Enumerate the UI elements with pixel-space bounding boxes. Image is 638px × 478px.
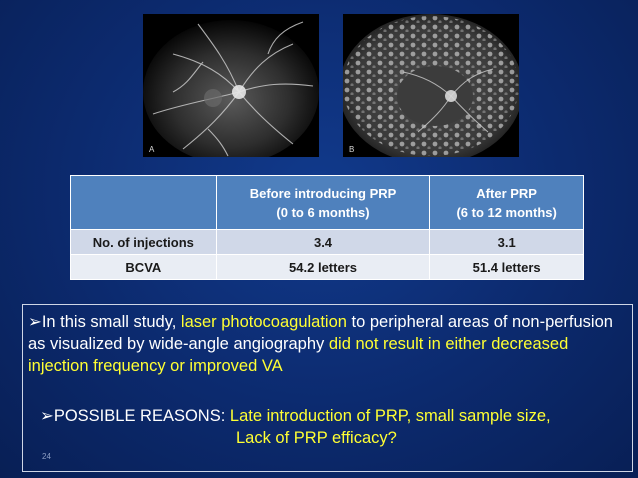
table-header-row: Before introducing PRP (0 to 6 months) A… bbox=[70, 175, 584, 230]
header-before-period: (0 to 6 months) bbox=[276, 204, 370, 220]
reasons-highlight-1: Late introduction of PRP, small sample s… bbox=[229, 407, 551, 425]
row-label: BCVA bbox=[70, 254, 217, 280]
angiography-image-b: B bbox=[343, 14, 519, 157]
fundus-image-graphic bbox=[143, 14, 319, 157]
reasons-line-1: ➢POSSIBLE REASONS: Late introduction of … bbox=[40, 405, 630, 427]
table-row: No. of injections 3.4 3.1 bbox=[70, 229, 584, 255]
slide-number: 24 bbox=[42, 452, 51, 461]
header-before-title: Before introducing PRP bbox=[249, 185, 397, 201]
possible-reasons-paragraph: ➢POSSIBLE REASONS: Late introduction of … bbox=[40, 405, 630, 449]
header-after-title: After PRP bbox=[476, 185, 537, 201]
bullet-arrow-icon: ➢ bbox=[40, 407, 54, 425]
bullet-arrow-icon: ➢ bbox=[28, 313, 42, 331]
results-table: Before introducing PRP (0 to 6 months) A… bbox=[70, 175, 584, 280]
cell-before: 54.2 letters bbox=[215, 254, 431, 280]
angiography-image-a: A bbox=[143, 14, 319, 157]
image-label-a: A bbox=[149, 145, 155, 154]
study-conclusion-paragraph: ➢In this small study, laser photocoagula… bbox=[28, 311, 628, 377]
reasons-line-2: Lack of PRP efficacy? bbox=[40, 427, 630, 449]
table-header-before: Before introducing PRP (0 to 6 months) bbox=[215, 175, 431, 230]
table-row: BCVA 54.2 letters 51.4 letters bbox=[70, 254, 584, 280]
row-label: No. of injections bbox=[70, 229, 217, 255]
summary-text-box bbox=[22, 304, 633, 472]
highlight-laser: laser photocoagulation bbox=[180, 313, 347, 331]
reasons-label: POSSIBLE REASONS: bbox=[53, 407, 230, 425]
cell-after: 51.4 letters bbox=[429, 254, 584, 280]
conclusion-text: In this small study, bbox=[41, 313, 181, 331]
fundus-image-graphic bbox=[343, 14, 519, 157]
table-header-after: After PRP (6 to 12 months) bbox=[429, 175, 584, 230]
reasons-highlight-2: Lack of PRP efficacy? bbox=[236, 429, 397, 447]
image-label-b: B bbox=[349, 145, 355, 154]
conclusion-text: to peripheral areas of non-perfusion as … bbox=[28, 313, 613, 353]
header-after-period: (6 to 12 months) bbox=[456, 204, 557, 220]
table-header-empty bbox=[70, 175, 217, 230]
cell-after: 3.1 bbox=[429, 229, 584, 255]
cell-before: 3.4 bbox=[215, 229, 431, 255]
highlight-result: did not result in either decreased injec… bbox=[28, 335, 569, 375]
